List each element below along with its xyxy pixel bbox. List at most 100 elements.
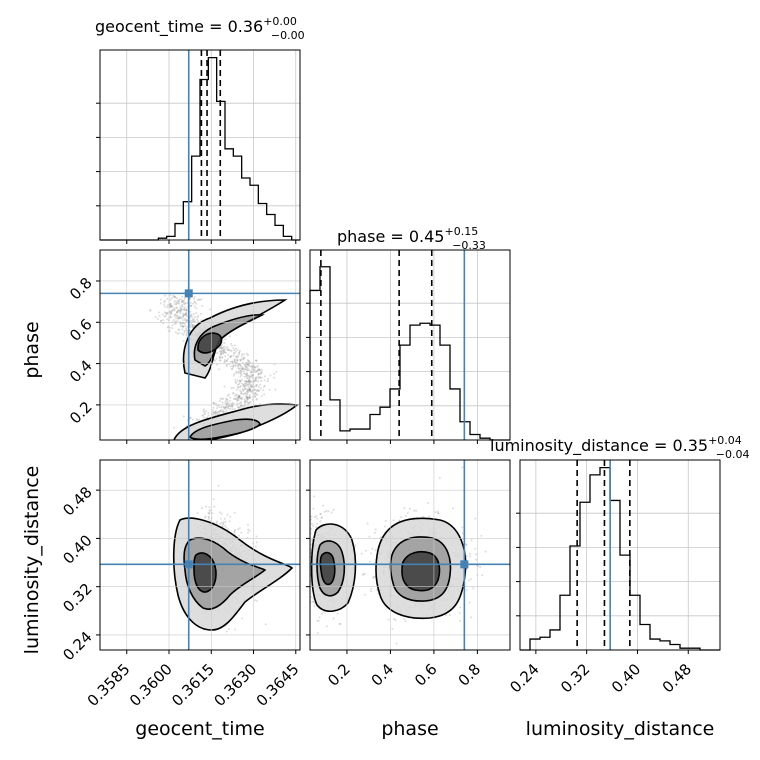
- sample-point: [461, 532, 464, 535]
- sample-point: [233, 360, 236, 363]
- sample-point: [330, 511, 333, 514]
- sample-point: [175, 311, 178, 314]
- sample-point: [180, 308, 183, 311]
- sample-point: [312, 507, 315, 510]
- xtick-label-luminosity_distance: 0.32: [557, 660, 593, 696]
- sample-point: [262, 389, 265, 392]
- sample-point: [237, 399, 240, 401]
- histogram-panel-phase: [306, 249, 511, 444]
- sample-point: [221, 349, 224, 352]
- sample-point: [242, 384, 245, 386]
- truth-marker: [184, 289, 193, 298]
- sample-point: [217, 484, 220, 487]
- sample-point: [225, 409, 228, 412]
- sample-point: [169, 306, 172, 308]
- sample-point: [314, 516, 316, 519]
- sample-point: [248, 396, 251, 399]
- sample-point: [241, 367, 244, 370]
- sample-point: [222, 406, 225, 409]
- sample-point: [174, 313, 177, 316]
- sample-point: [175, 314, 178, 317]
- sample-point: [236, 379, 239, 382]
- panel-frame: [519, 459, 721, 651]
- sample-point: [250, 390, 253, 393]
- sample-point: [211, 512, 214, 515]
- sample-point: [176, 301, 179, 304]
- sample-point: [220, 346, 223, 349]
- sample-point: [248, 365, 251, 367]
- xtick-label-luminosity_distance: 0.48: [659, 660, 695, 696]
- sample-point: [192, 302, 195, 305]
- sample-point: [220, 406, 223, 408]
- sample-point: [185, 312, 188, 315]
- sample-point: [238, 402, 241, 405]
- panel-content: [301, 460, 510, 650]
- sample-point: [248, 387, 251, 389]
- sample-point: [243, 363, 246, 366]
- sample-point: [257, 389, 260, 392]
- sample-point: [171, 309, 174, 312]
- sample-point: [254, 392, 257, 395]
- sample-point: [236, 405, 239, 408]
- sample-point: [219, 356, 222, 359]
- sample-point: [193, 297, 196, 300]
- sample-point: [235, 666, 237, 668]
- sample-point: [207, 515, 210, 518]
- sample-point: [231, 367, 234, 370]
- sample-point: [173, 295, 176, 298]
- sample-point: [250, 371, 253, 374]
- sample-point: [191, 326, 194, 328]
- sample-point: [189, 416, 192, 419]
- sample-point: [260, 371, 263, 374]
- sample-point: [242, 390, 245, 392]
- sample-point: [189, 324, 192, 327]
- sample-point: [243, 356, 246, 359]
- sample-point: [301, 528, 303, 530]
- sample-point: [236, 359, 239, 362]
- sample-point: [180, 325, 182, 328]
- sample-point: [185, 314, 187, 317]
- sample-point: [336, 612, 339, 615]
- sample-point: [240, 382, 243, 385]
- sample-point: [207, 414, 210, 417]
- sample-point: [182, 326, 185, 328]
- sample-point: [201, 304, 204, 307]
- sample-point: [237, 367, 240, 370]
- sample-point: [185, 329, 188, 332]
- sample-point: [254, 378, 257, 381]
- sample-point: [176, 315, 179, 318]
- sample-point: [239, 367, 242, 370]
- sample-point: [244, 385, 247, 387]
- sample-point: [254, 396, 256, 399]
- sample-point: [220, 347, 223, 350]
- sample-point: [242, 383, 245, 386]
- sample-point: [238, 351, 241, 354]
- sample-point: [190, 323, 193, 326]
- sample-point: [233, 395, 236, 397]
- sample-point: [461, 526, 464, 529]
- sample-point: [184, 317, 187, 320]
- sample-point: [179, 307, 182, 310]
- sample-point: [163, 311, 166, 314]
- xtick-label-geocent_time: 0.3615: [168, 660, 218, 710]
- sample-point: [461, 466, 464, 469]
- sample-point: [307, 579, 309, 581]
- sample-point: [234, 364, 237, 367]
- sample-point: [306, 613, 308, 615]
- sample-point: [201, 507, 203, 510]
- sample-point: [372, 576, 375, 578]
- sample-point: [246, 389, 249, 391]
- sample-point: [173, 322, 176, 325]
- sample-point: [215, 412, 217, 415]
- sample-point: [231, 408, 234, 410]
- sample-point: [263, 393, 266, 396]
- sample-point: [239, 369, 242, 372]
- sample-point: [260, 376, 263, 379]
- ytick-label-phase: 0.2: [66, 398, 96, 428]
- sample-point: [223, 345, 226, 348]
- sample-point: [437, 511, 440, 514]
- sample-point: [182, 339, 185, 342]
- sample-point: [237, 395, 240, 398]
- sample-point: [166, 326, 169, 329]
- sample-point: [182, 299, 185, 302]
